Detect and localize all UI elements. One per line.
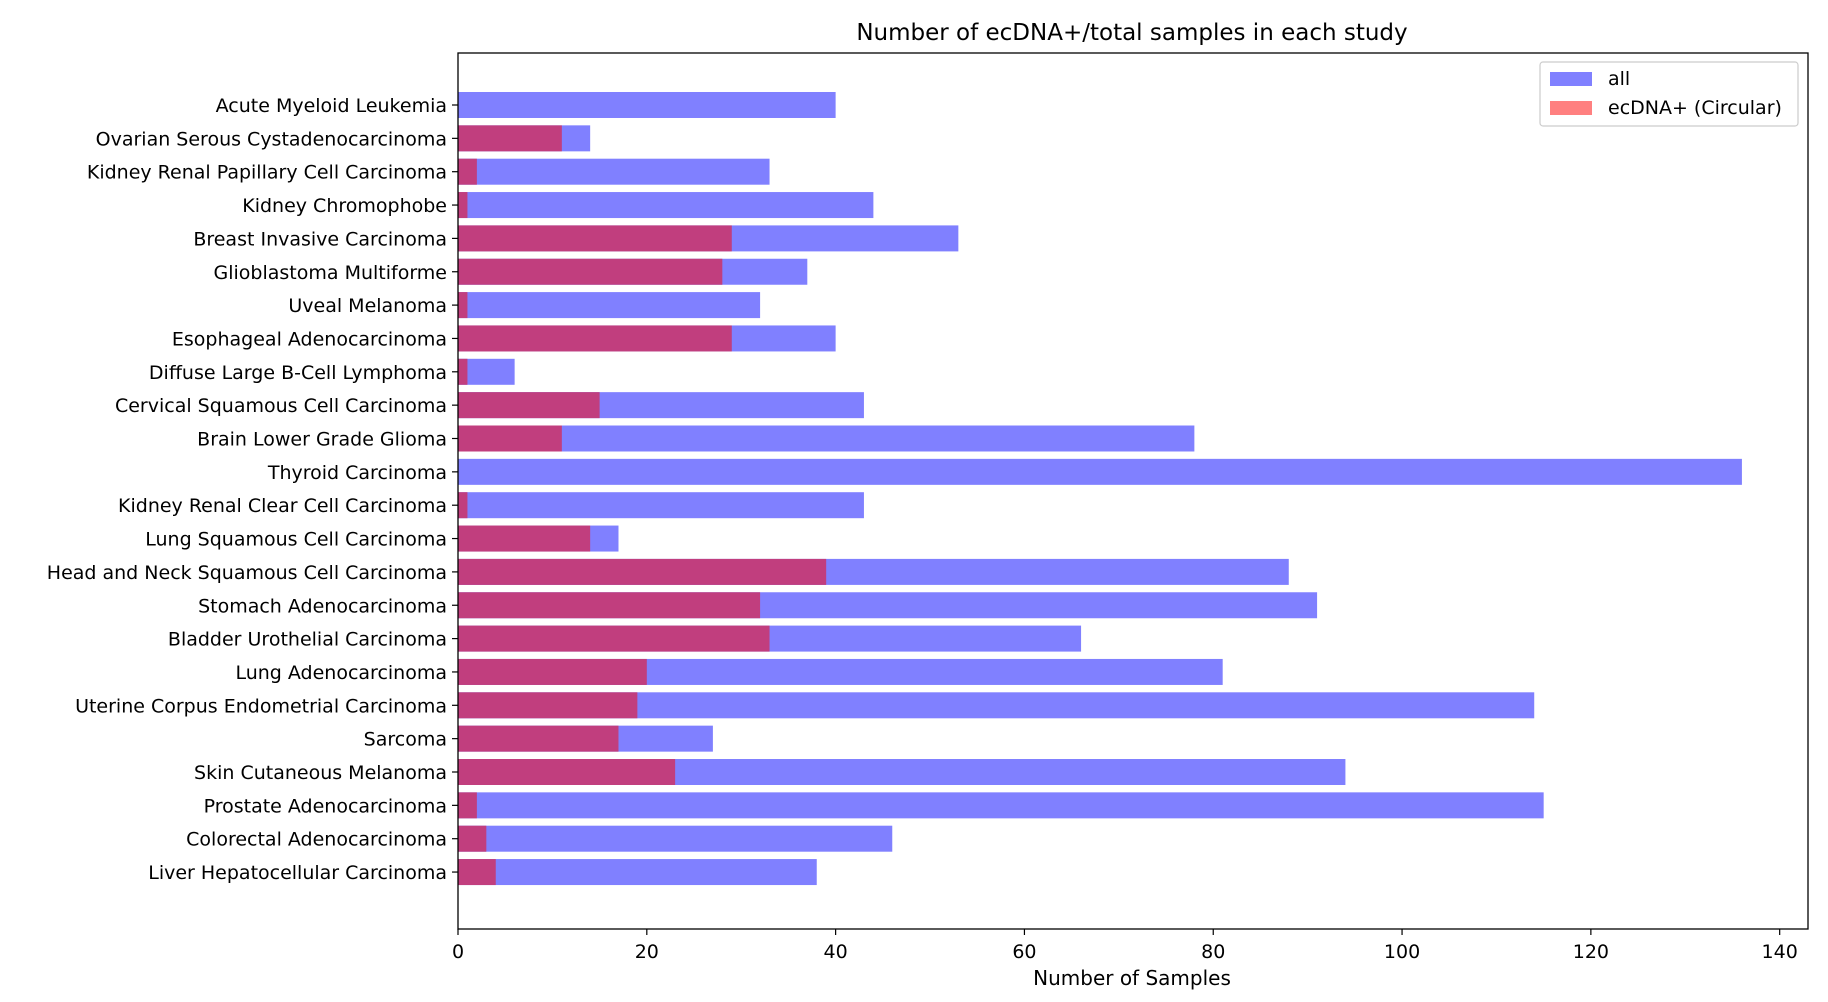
bar-all-liver-hepatocellular-carcinoma (458, 859, 817, 886)
bar-all-prostate-adenocarcinoma (458, 792, 1544, 819)
category-label-glioblastoma-multiforme: Glioblastoma Multiforme (214, 262, 447, 284)
bar-ecdna-cervical-squamous-cell-carcinoma (458, 392, 600, 419)
bar-all-brain-lower-grade-glioma (458, 425, 1195, 452)
category-label-brain-lower-grade-glioma: Brain Lower Grade Glioma (197, 429, 447, 451)
category-label-diffuse-large-b-cell-lymphoma: Diffuse Large B-Cell Lymphoma (149, 362, 447, 384)
plot-frame (457, 52, 1809, 930)
category-label-stomach-adenocarcinoma: Stomach Adenocarcinoma (198, 595, 447, 617)
category-label-kidney-renal-papillary-cell-carcinoma: Kidney Renal Papillary Cell Carcinoma (87, 162, 447, 184)
category-label-lung-squamous-cell-carcinoma: Lung Squamous Cell Carcinoma (145, 529, 447, 551)
category-label-kidney-renal-clear-cell-carcinoma: Kidney Renal Clear Cell Carcinoma (118, 495, 447, 517)
category-label-kidney-chromophobe: Kidney Chromophobe (242, 195, 447, 217)
bar-ecdna-prostate-adenocarcinoma (458, 792, 477, 819)
bar-ecdna-uterine-corpus-endometrial-carcinoma (458, 692, 638, 719)
category-label-ovarian-serous-cystadenocarcinoma: Ovarian Serous Cystadenocarcinoma (96, 128, 447, 150)
bar-ecdna-kidney-renal-papillary-cell-carcinoma (458, 158, 477, 185)
series-ecdna-bars (458, 125, 827, 886)
legend-swatch-ecdna (1550, 101, 1592, 115)
bar-ecdna-skin-cutaneous-melanoma (458, 759, 676, 785)
category-label-skin-cutaneous-melanoma: Skin Cutaneous Melanoma (194, 762, 447, 784)
bar-ecdna-kidney-renal-clear-cell-carcinoma (458, 492, 468, 519)
bar-ecdna-sarcoma (458, 725, 619, 752)
category-label-lung-adenocarcinoma: Lung Adenocarcinoma (235, 662, 447, 684)
x-tick-label: 120 (1573, 941, 1609, 963)
bar-all-acute-myeloid-leukemia (458, 92, 836, 118)
x-tick-label: 40 (824, 941, 848, 963)
x-axis-ticks: 0 20 40 60 80 100 120 140 (452, 929, 1798, 963)
bar-ecdna-esophageal-adenocarcinoma (458, 325, 732, 352)
bar-ecdna-head-and-neck-squamous-cell-carcinoma (458, 558, 827, 585)
bar-ecdna-glioblastoma-multiforme (458, 258, 723, 285)
category-label-liver-hepatocellular-carcinoma: Liver Hepatocellular Carcinoma (148, 862, 447, 884)
legend-label-all: all (1608, 68, 1630, 90)
bar-all-kidney-renal-clear-cell-carcinoma (458, 492, 864, 519)
category-labels: Acute Myeloid Leukemia Ovarian Serous Cys… (47, 95, 458, 884)
x-tick-label: 140 (1762, 941, 1798, 963)
category-label-uterine-corpus-endometrial-carcinoma: Uterine Corpus Endometrial Carcinoma (75, 695, 447, 717)
category-label-cervical-squamous-cell-carcinoma: Cervical Squamous Cell Carcinoma (115, 395, 447, 417)
bar-ecdna-liver-hepatocellular-carcinoma (458, 859, 496, 886)
bar-ecdna-kidney-chromophobe (458, 192, 468, 219)
bar-ecdna-brain-lower-grade-glioma (458, 425, 562, 452)
category-label-bladder-urothelial-carcinoma: Bladder Urothelial Carcinoma (168, 629, 447, 651)
category-label-thyroid-carcinoma: Thyroid Carcinoma (267, 462, 447, 484)
category-label-esophageal-adenocarcinoma: Esophageal Adenocarcinoma (172, 328, 447, 350)
bar-all-thyroid-carcinoma (458, 458, 1742, 485)
category-label-prostate-adenocarcinoma: Prostate Adenocarcinoma (204, 795, 447, 817)
legend-swatch-all (1550, 72, 1592, 86)
bar-all-kidney-renal-papillary-cell-carcinoma (458, 158, 770, 185)
bar-all-uveal-melanoma (458, 292, 761, 319)
category-label-uveal-melanoma: Uveal Melanoma (288, 295, 447, 317)
x-tick-label: 100 (1384, 941, 1420, 963)
bar-ecdna-lung-squamous-cell-carcinoma (458, 525, 591, 552)
bar-ecdna-uveal-melanoma (458, 292, 468, 319)
category-label-colorectal-adenocarcinoma: Colorectal Adenocarcinoma (186, 829, 447, 851)
bar-all-colorectal-adenocarcinoma (458, 825, 893, 852)
legend-box (1539, 61, 1799, 127)
bar-ecdna-colorectal-adenocarcinoma (458, 825, 487, 852)
category-label-acute-myeloid-leukemia: Acute Myeloid Leukemia (216, 95, 447, 117)
bar-all-kidney-chromophobe (458, 192, 874, 219)
bar-ecdna-breast-invasive-carcinoma (458, 225, 732, 252)
legend-label-ecdna: ecDNA+ (Circular) (1608, 97, 1782, 119)
x-axis-label: Number of Samples (1033, 966, 1231, 990)
category-label-head-and-neck-squamous-cell-carcinoma: Head and Neck Squamous Cell Carcinoma (47, 562, 447, 584)
x-tick-label: 80 (1201, 941, 1225, 963)
chart-title: Number of ecDNA+/total samples in each s… (856, 20, 1407, 46)
category-label-breast-invasive-carcinoma: Breast Invasive Carcinoma (193, 228, 447, 250)
bar-ecdna-diffuse-large-b-cell-lymphoma (458, 358, 468, 385)
bar-ecdna-ovarian-serous-cystadenocarcinoma (458, 125, 562, 152)
x-tick-label: 60 (1012, 941, 1036, 963)
x-tick-label: 0 (452, 941, 464, 963)
x-tick-label: 20 (635, 941, 659, 963)
legend: all ecDNA+ (Circular) (1539, 61, 1799, 127)
bar-ecdna-lung-adenocarcinoma (458, 658, 647, 685)
bar-ecdna-bladder-urothelial-carcinoma (458, 625, 770, 652)
bar-ecdna-stomach-adenocarcinoma (458, 592, 761, 619)
category-label-sarcoma: Sarcoma (364, 729, 447, 751)
